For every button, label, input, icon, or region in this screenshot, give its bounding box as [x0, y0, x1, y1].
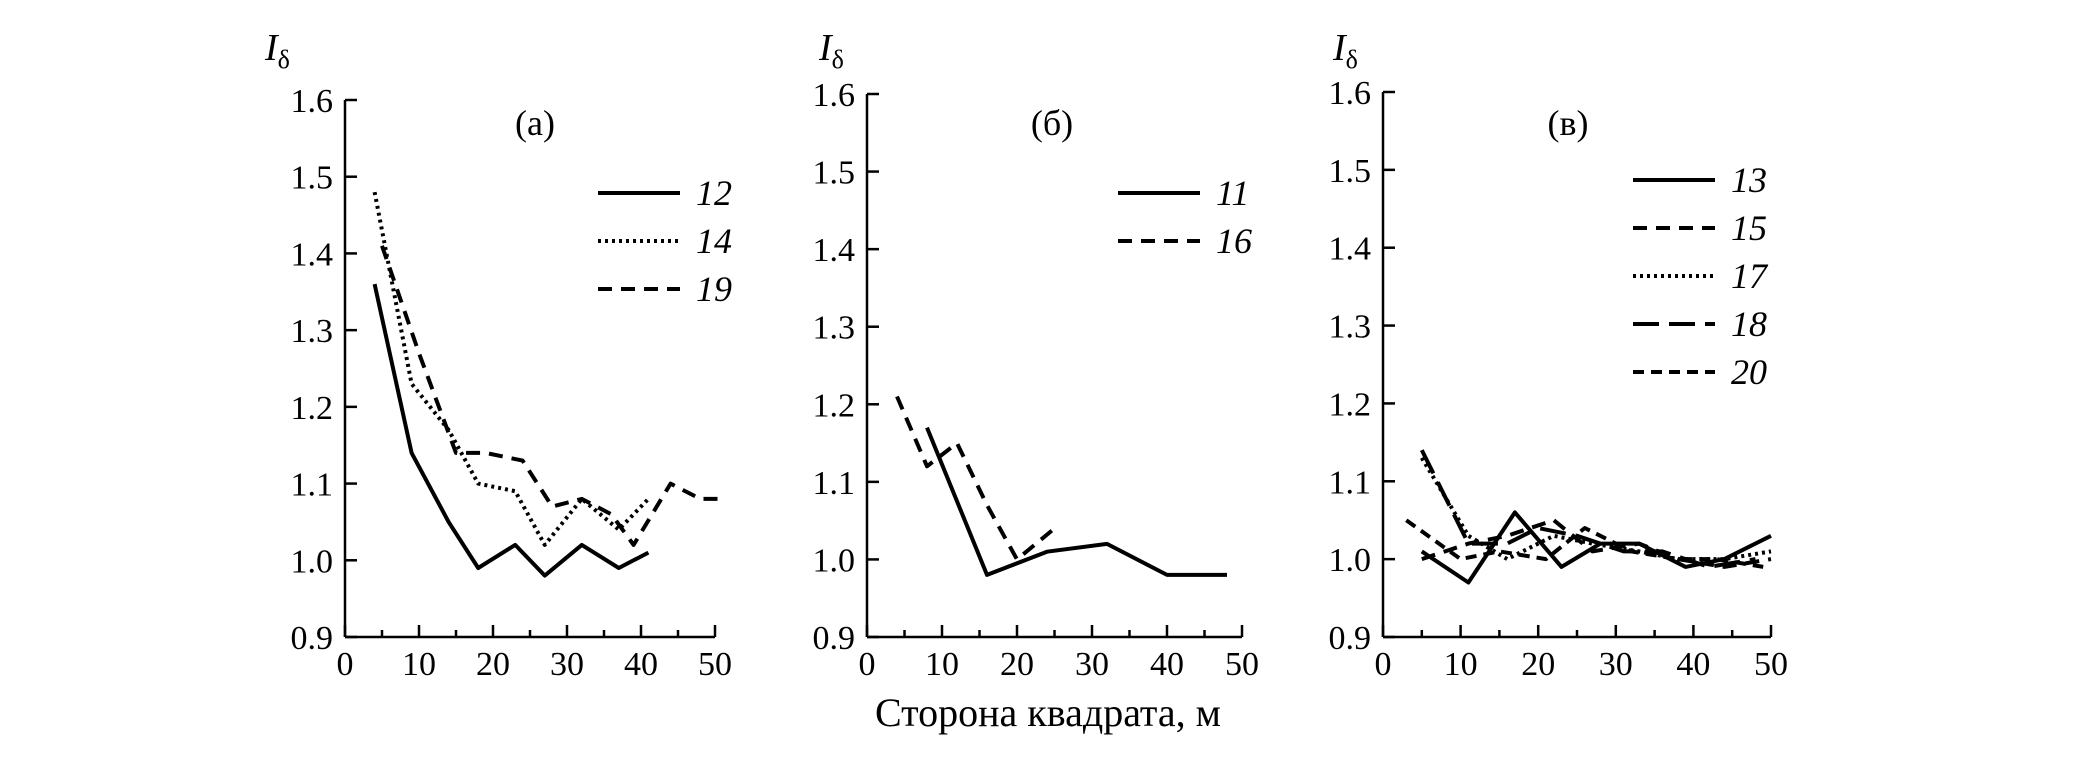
- y-tick-label: 1.2: [1329, 386, 1372, 423]
- y-tick-label: 1.5: [813, 155, 856, 192]
- x-tick-label: 50: [1225, 646, 1259, 683]
- x-tick-label: 10: [402, 646, 436, 683]
- panel-label: (а): [515, 103, 555, 143]
- panel-label: (б): [1031, 103, 1073, 143]
- legend-label-11: 11: [1216, 173, 1249, 213]
- series-line-14: [372, 191, 650, 547]
- legend-label-16: 16: [1216, 221, 1252, 261]
- x-tick-label: 40: [624, 646, 658, 683]
- x-tick-label: 0: [337, 646, 354, 683]
- y-axis-label-main: I: [264, 27, 280, 69]
- y-axis-label-subscript: δ: [278, 45, 290, 74]
- panels: 0 10 20 30 40 500.91.01.11.21.31.41.51.6Iδ(а)…: [264, 27, 1788, 683]
- y-tick-label: 1.3: [813, 310, 856, 347]
- y-axis-label-subscript: δ: [1346, 45, 1358, 74]
- y-tick-label: 1.0: [1329, 542, 1372, 579]
- chart-panel-3: 0 10 20 30 40 500.91.01.11.21.31.41.51.6Iδ(в)…: [1329, 27, 1789, 683]
- y-tick-label: 1.2: [291, 390, 334, 427]
- y-tick-label: 0.9: [1329, 620, 1372, 657]
- y-axis-label: Iδ: [1332, 27, 1358, 74]
- legend-label-12: 12: [696, 173, 732, 213]
- y-tick-label: 1.6: [291, 83, 334, 120]
- x-tick-label: 10: [925, 646, 959, 683]
- series-line-19: [380, 245, 723, 547]
- x-tick-label: 30: [550, 646, 584, 683]
- y-tick-label: 1.6: [813, 77, 856, 114]
- series-line-20: [1405, 518, 1764, 569]
- x-tick-label: 40: [1150, 646, 1184, 683]
- x-tick-label: 0: [859, 646, 876, 683]
- series-line-11: [925, 426, 1227, 577]
- legend-label-17: 17: [1731, 256, 1769, 296]
- legend-label-20: 20: [1731, 352, 1767, 392]
- x-tick-label: 20: [476, 646, 510, 683]
- y-tick-label: 1.5: [291, 160, 334, 197]
- y-tick-label: 1.1: [813, 465, 856, 502]
- x-tick-label: 50: [1754, 646, 1788, 683]
- y-tick-label: 0.9: [813, 620, 856, 657]
- x-tick-label: 40: [1676, 646, 1710, 683]
- y-tick-label: 1.4: [813, 232, 856, 269]
- y-tick-label: 1.1: [1329, 464, 1372, 501]
- x-tick-label: 30: [1599, 646, 1633, 683]
- y-tick-label: 1.0: [813, 542, 856, 579]
- legend-label-13: 13: [1731, 160, 1767, 200]
- series-line-12: [372, 283, 650, 578]
- legend-label-15: 15: [1731, 208, 1767, 248]
- x-tick-label: 50: [698, 646, 732, 683]
- y-tick-label: 1.6: [1329, 75, 1372, 112]
- legend-label-14: 14: [696, 221, 732, 261]
- x-tick-label: 20: [1521, 646, 1555, 683]
- y-tick-label: 1.4: [291, 236, 334, 273]
- y-tick-label: 1.4: [1329, 231, 1372, 268]
- y-tick-label: 1.3: [291, 313, 334, 350]
- x-tick-label: 30: [1075, 646, 1109, 683]
- y-axis-label-main: I: [1332, 27, 1348, 69]
- series-line-16: [895, 395, 1056, 562]
- y-tick-label: 1.1: [291, 467, 334, 504]
- y-axis-label-main: I: [818, 27, 834, 69]
- x-tick-label: 0: [1375, 646, 1392, 683]
- series-line-15: [1421, 518, 1772, 569]
- y-tick-label: 1.5: [1329, 153, 1372, 190]
- chart-panel-1: 0 10 20 30 40 500.91.01.11.21.31.41.51.6Iδ(а)…: [264, 27, 732, 683]
- y-tick-label: 1.0: [291, 543, 334, 580]
- chart-panel-2: 0 10 20 30 40 500.91.01.11.21.31.41.51.6Iδ(б)…: [813, 27, 1260, 683]
- x-tick-label: 10: [1444, 646, 1478, 683]
- x-axis-title: Сторона квадрата, м: [875, 690, 1221, 735]
- y-tick-label: 0.9: [291, 620, 334, 657]
- y-axis-label: Iδ: [818, 27, 844, 74]
- series-line-18: [1420, 449, 1756, 569]
- panel-label: (в): [1548, 103, 1589, 143]
- y-axis-label: Iδ: [264, 27, 290, 74]
- legend-label-19: 19: [696, 269, 732, 309]
- y-tick-label: 1.2: [813, 387, 856, 424]
- series-line-13: [1420, 510, 1772, 585]
- x-tick-label: 20: [1000, 646, 1034, 683]
- y-axis-label-subscript: δ: [832, 45, 844, 74]
- legend-label-18: 18: [1731, 304, 1767, 344]
- y-tick-label: 1.3: [1329, 309, 1372, 346]
